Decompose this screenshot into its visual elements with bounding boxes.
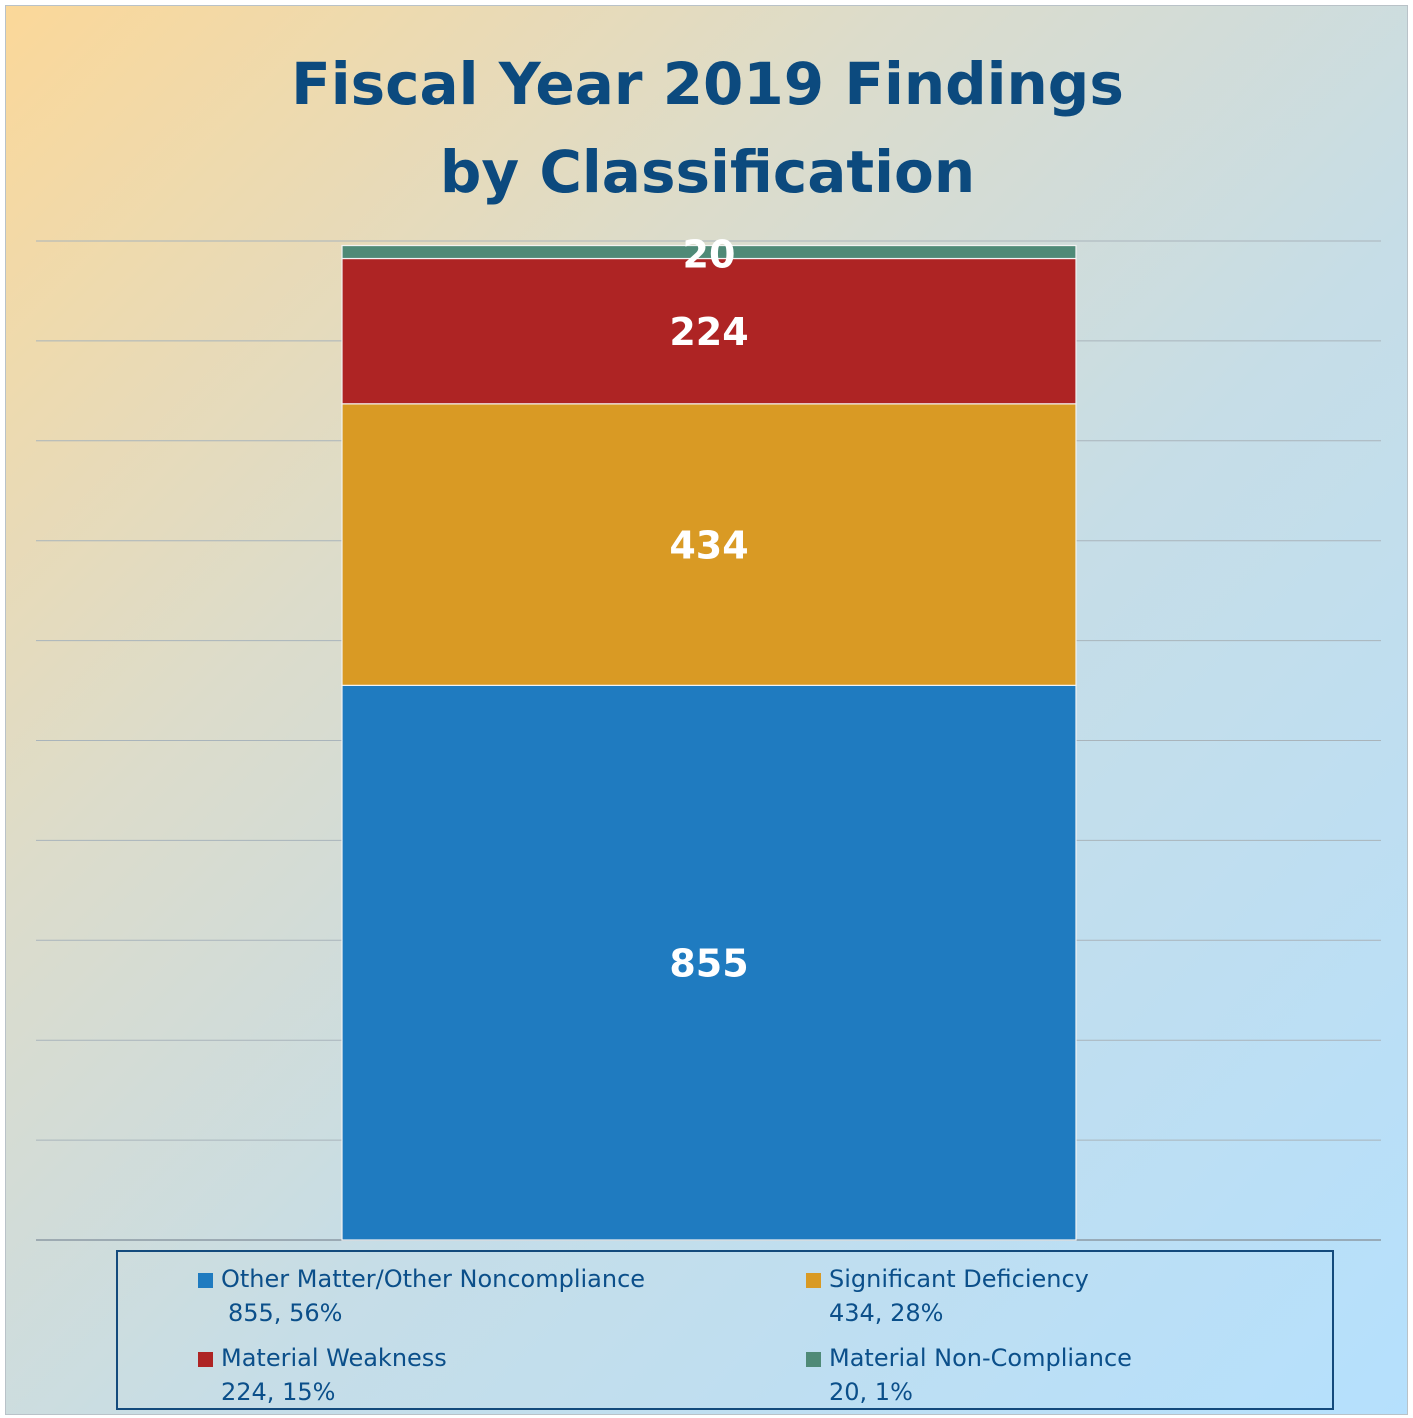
legend-value: 855, 56% xyxy=(228,1299,343,1327)
legend-value: 224, 15% xyxy=(221,1378,336,1406)
chart-title-line-2: by Classification xyxy=(439,138,976,206)
data-label-material-weakness: 224 xyxy=(669,310,748,354)
legend: Other Matter/Other Noncompliance 855, 56%… xyxy=(116,1250,1334,1410)
legend-swatch xyxy=(198,1273,213,1288)
data-label-significant-deficiency: 434 xyxy=(669,524,748,568)
legend-swatch xyxy=(806,1273,821,1288)
plot-area: 855 434 224 20 xyxy=(36,233,1381,1241)
bar-segment-significant-deficiency xyxy=(341,403,1077,686)
chart-title-line-1: Fiscal Year 2019 Findings xyxy=(291,50,1124,118)
bar-segment-material-weakness xyxy=(341,257,1077,405)
legend-value: 20, 1% xyxy=(829,1378,913,1406)
legend-swatch xyxy=(806,1352,821,1367)
legend-value: 434, 28% xyxy=(829,1299,944,1327)
legend-label: Material Non-Compliance xyxy=(829,1344,1132,1372)
legend-swatch xyxy=(198,1352,213,1367)
bar-segment-material-non-compliance xyxy=(341,244,1077,260)
chart-frame: Fiscal Year 2019 Findings by Classificat… xyxy=(5,5,1408,1415)
legend-label: Significant Deficiency xyxy=(829,1265,1089,1293)
legend-label: Other Matter/Other Noncompliance xyxy=(221,1265,646,1293)
chart-title: Fiscal Year 2019 Findings by Classificat… xyxy=(6,40,1407,216)
data-label-other-matter-other-noncompliance: 855 xyxy=(669,942,748,986)
data-label-material-non-compliance: 20 xyxy=(683,233,736,277)
legend-label: Material Weakness xyxy=(221,1344,447,1372)
bar-segment-other-matter-other-noncompliance xyxy=(341,684,1077,1241)
